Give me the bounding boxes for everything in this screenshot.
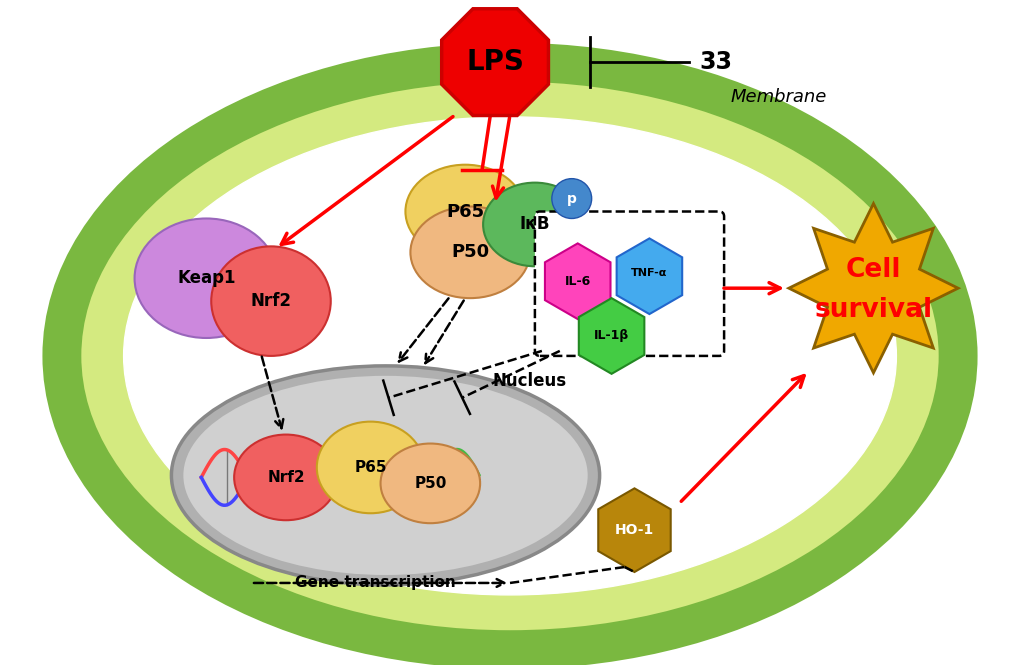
FancyBboxPatch shape (534, 212, 723, 356)
Text: P50: P50 (414, 476, 446, 491)
Polygon shape (616, 238, 682, 314)
Text: P65: P65 (445, 202, 484, 220)
Text: LPS: LPS (466, 48, 524, 76)
Polygon shape (544, 243, 610, 319)
Text: P65: P65 (354, 460, 386, 475)
Ellipse shape (135, 218, 278, 338)
Text: IL-1β: IL-1β (593, 330, 629, 342)
Text: survival: survival (813, 297, 931, 323)
Ellipse shape (211, 246, 330, 356)
Text: TNF-α: TNF-α (631, 268, 667, 278)
Text: Nrf2: Nrf2 (267, 470, 305, 485)
Ellipse shape (234, 435, 337, 520)
Polygon shape (578, 298, 644, 374)
Ellipse shape (410, 206, 530, 298)
Text: 33: 33 (698, 50, 732, 74)
Circle shape (551, 178, 591, 218)
Text: IκB: IκB (519, 216, 549, 234)
Text: HO-1: HO-1 (614, 523, 653, 537)
Text: Membrane: Membrane (730, 88, 826, 106)
Ellipse shape (380, 444, 480, 523)
Polygon shape (598, 488, 671, 572)
Ellipse shape (483, 182, 586, 266)
Text: p: p (567, 192, 576, 206)
Ellipse shape (171, 366, 599, 585)
Ellipse shape (317, 422, 424, 513)
Text: Cell: Cell (845, 257, 901, 283)
Text: Nucleus: Nucleus (492, 372, 567, 390)
Ellipse shape (123, 117, 896, 595)
Ellipse shape (62, 62, 957, 649)
Text: P50: P50 (450, 243, 489, 261)
Text: Gene transcription: Gene transcription (294, 575, 455, 591)
Polygon shape (441, 9, 548, 115)
Text: Keap1: Keap1 (177, 269, 235, 287)
Text: Nrf2: Nrf2 (251, 292, 291, 310)
Ellipse shape (183, 376, 587, 575)
Ellipse shape (405, 165, 525, 258)
Polygon shape (788, 204, 957, 373)
Text: IL-6: IL-6 (565, 274, 590, 288)
